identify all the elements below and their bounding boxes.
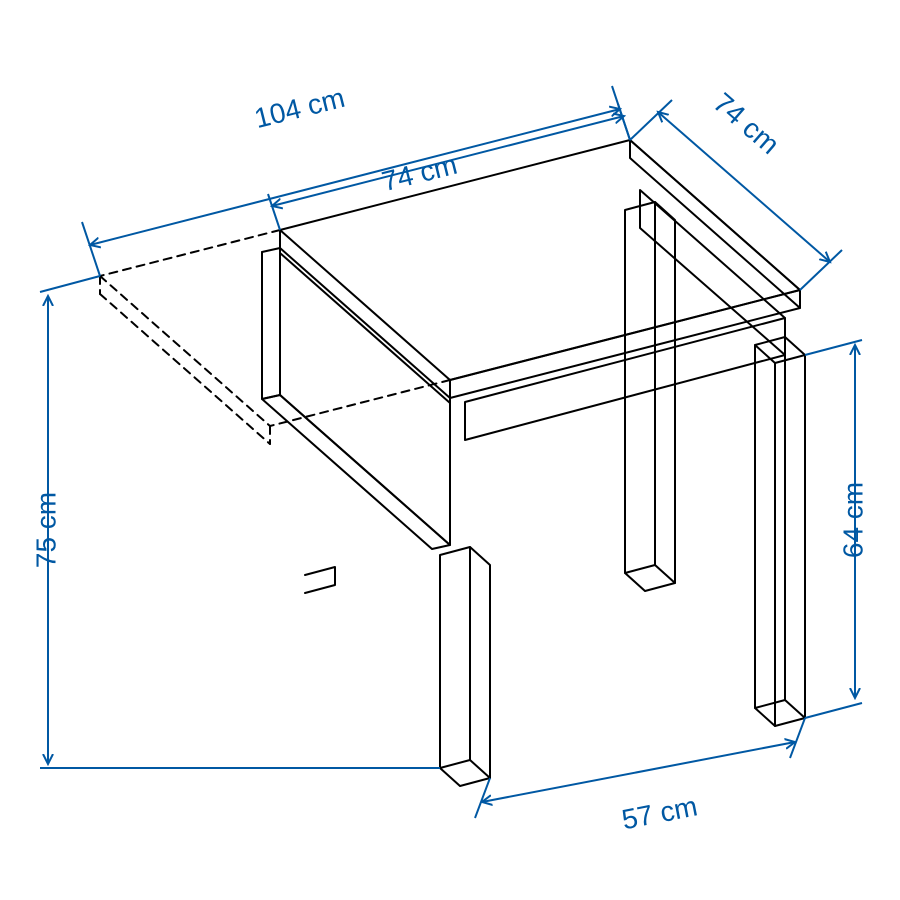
label-height-total: 75 cm xyxy=(30,492,61,568)
dim-height-total: 75 cm xyxy=(30,276,440,768)
dim-width-main: 74 cm xyxy=(268,104,630,230)
label-depth-top: 74 cm xyxy=(707,87,785,160)
table-outline xyxy=(100,140,805,786)
dim-depth-base: 57 cm xyxy=(475,718,805,835)
label-height-under: 64 cm xyxy=(837,482,868,558)
label-depth-base: 57 cm xyxy=(619,790,700,835)
label-width-extended: 104 cm xyxy=(251,82,348,134)
dim-depth-top: 74 cm xyxy=(630,87,842,290)
dim-width-extended: 104 cm xyxy=(82,82,630,276)
label-width-main: 74 cm xyxy=(379,149,460,198)
dim-height-under: 64 cm xyxy=(805,340,868,718)
dimension-diagram: 104 cm 74 cm 74 cm 75 cm xyxy=(0,0,900,900)
